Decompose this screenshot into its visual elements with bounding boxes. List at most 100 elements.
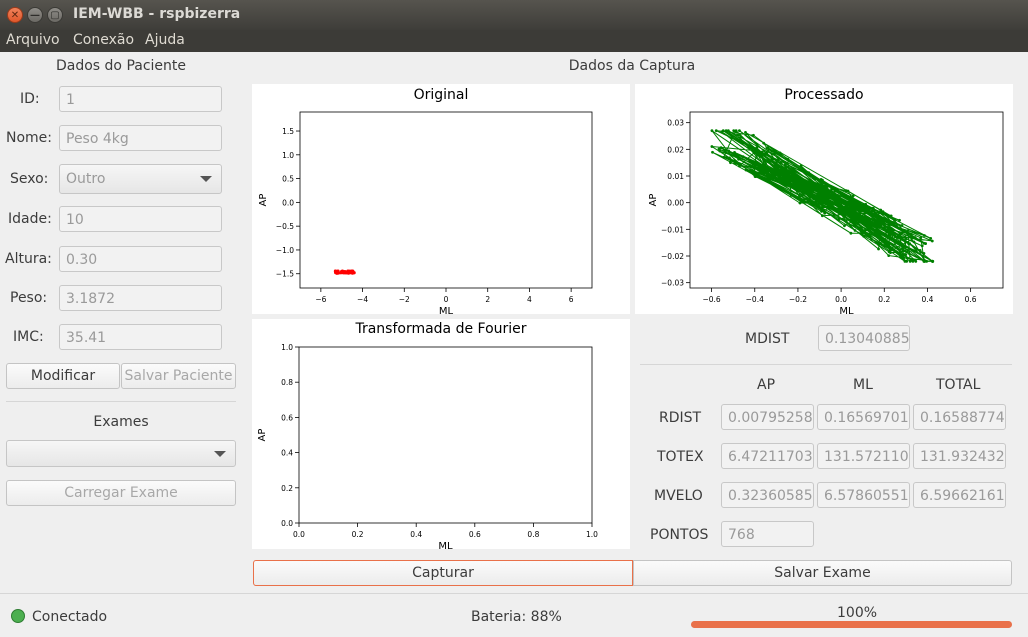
col-header-ml: ML: [853, 377, 873, 393]
salvar-exame-button[interactable]: Salvar Exame: [633, 560, 1012, 586]
data-point: [799, 183, 803, 187]
divider: [6, 401, 236, 402]
sexo-select[interactable]: Outro: [59, 164, 222, 194]
data-point: [819, 177, 823, 181]
data-point: [868, 217, 872, 221]
id-field[interactable]: 1: [59, 86, 222, 112]
mdist-field[interactable]: 0.130408853: [818, 325, 910, 351]
mvelo-ap-field[interactable]: 0.323605851: [721, 482, 814, 508]
data-point: [931, 259, 935, 263]
title-bar: ✕ — ▢ IEM-WBB - rspbizerra: [0, 0, 1028, 30]
data-point: [720, 130, 724, 134]
data-point: [857, 212, 861, 216]
data-point: [771, 173, 774, 177]
altura-field[interactable]: 0.30: [59, 246, 222, 272]
data-point: [890, 227, 894, 231]
exames-select[interactable]: [6, 440, 236, 467]
data-point: [904, 240, 907, 244]
data-point: [769, 175, 773, 179]
data-point: [726, 129, 730, 133]
data-point: [877, 243, 880, 247]
mvelo-ml-field[interactable]: 6.578605515: [817, 482, 910, 508]
capturar-button[interactable]: Capturar: [253, 560, 633, 586]
menu-arquivo[interactable]: Arquivo: [6, 32, 60, 48]
peso-field[interactable]: 3.1872: [59, 285, 222, 311]
rdist-ap-field[interactable]: 0.007952589: [721, 404, 814, 430]
carregar-exame-button[interactable]: Carregar Exame: [6, 480, 236, 506]
plot-frame: [689, 111, 1004, 289]
menu-ajuda[interactable]: Ajuda: [145, 32, 185, 48]
data-point: [714, 129, 718, 133]
data-point: [786, 157, 790, 161]
x-axis-label: ML: [439, 306, 454, 314]
divider: [0, 593, 1028, 594]
data-point: [904, 253, 908, 257]
data-point: [741, 155, 745, 159]
sexo-label: Sexo:: [10, 171, 49, 187]
totex-ml-field[interactable]: 131.5721103: [817, 443, 910, 469]
y-axis-label: AP: [257, 429, 268, 442]
data-point: [798, 197, 802, 201]
modificar-button[interactable]: Modificar: [6, 363, 120, 389]
data-point: [903, 259, 907, 263]
nome-field[interactable]: Peso 4kg: [59, 125, 222, 151]
menu-conexao[interactable]: Conexão: [73, 32, 135, 48]
data-point: [728, 156, 731, 160]
close-window-button[interactable]: ✕: [7, 7, 23, 23]
data-point: [817, 203, 820, 207]
col-header-ap: AP: [757, 377, 776, 393]
data-point: [756, 167, 760, 171]
data-point: [858, 210, 861, 214]
maximize-window-button[interactable]: ▢: [47, 7, 63, 23]
y-tick-label: 1.0: [282, 151, 294, 160]
data-point: [920, 244, 924, 248]
data-point: [833, 202, 837, 206]
pontos-field[interactable]: 768: [721, 521, 814, 547]
data-point: [812, 194, 816, 197]
y-tick-label: 0.6: [281, 413, 293, 422]
data-point: [913, 236, 917, 239]
data-point: [846, 189, 850, 193]
minimize-window-button[interactable]: —: [27, 7, 43, 23]
totex-total-field[interactable]: 131.9324323: [913, 443, 1006, 469]
data-point: [856, 218, 860, 222]
data-point: [789, 193, 793, 197]
data-point: [841, 217, 844, 221]
rdist-total-field[interactable]: 0.165887745: [913, 404, 1006, 430]
x-tick-label: 1.0: [586, 530, 598, 539]
y-tick-label: −1.5: [276, 270, 294, 279]
data-point: [870, 238, 874, 241]
data-point: [755, 146, 759, 150]
y-tick-label: 0.8: [281, 378, 293, 387]
data-point: [925, 259, 929, 263]
data-point: [893, 240, 896, 243]
y-tick-label: 0.0: [281, 519, 293, 528]
chart-processado-panel: Processado −0.6 −0.4 −0.2 0.0 0.2 0.4 0.6 0.03 0…: [635, 84, 1013, 314]
data-point: [877, 247, 880, 251]
idade-field[interactable]: 10: [59, 206, 222, 232]
data-point: [837, 198, 841, 202]
mdist-label: MDIST: [745, 331, 790, 347]
data-point: [846, 207, 850, 211]
x-tick-label: −0.6: [702, 295, 720, 304]
y-tick-label: −0.01: [661, 225, 684, 234]
salvar-paciente-button[interactable]: Salvar Paciente: [121, 363, 236, 389]
x-tick-label: −0.2: [789, 295, 807, 304]
connection-status-icon: [11, 609, 25, 623]
rdist-ml-field[interactable]: 0.165697014: [817, 404, 910, 430]
data-point: [763, 159, 767, 162]
chart-processado-title: Processado: [784, 87, 864, 103]
data-point: [754, 149, 758, 153]
data-point: [776, 166, 780, 170]
data-point: [748, 164, 752, 167]
totex-ap-field[interactable]: 6.472117032: [721, 443, 814, 469]
mvelo-total-field[interactable]: 6.596621615: [913, 482, 1006, 508]
y-tick-label: 0.00: [667, 199, 684, 208]
data-point: [807, 187, 811, 190]
data-point: [802, 191, 805, 195]
x-axis-label: ML: [438, 541, 453, 549]
pontos-label: PONTOS: [650, 527, 709, 543]
imc-field[interactable]: 35.41: [59, 324, 222, 350]
data-point: [837, 218, 840, 222]
menu-bar: Arquivo Conexão Ajuda: [0, 30, 1028, 52]
